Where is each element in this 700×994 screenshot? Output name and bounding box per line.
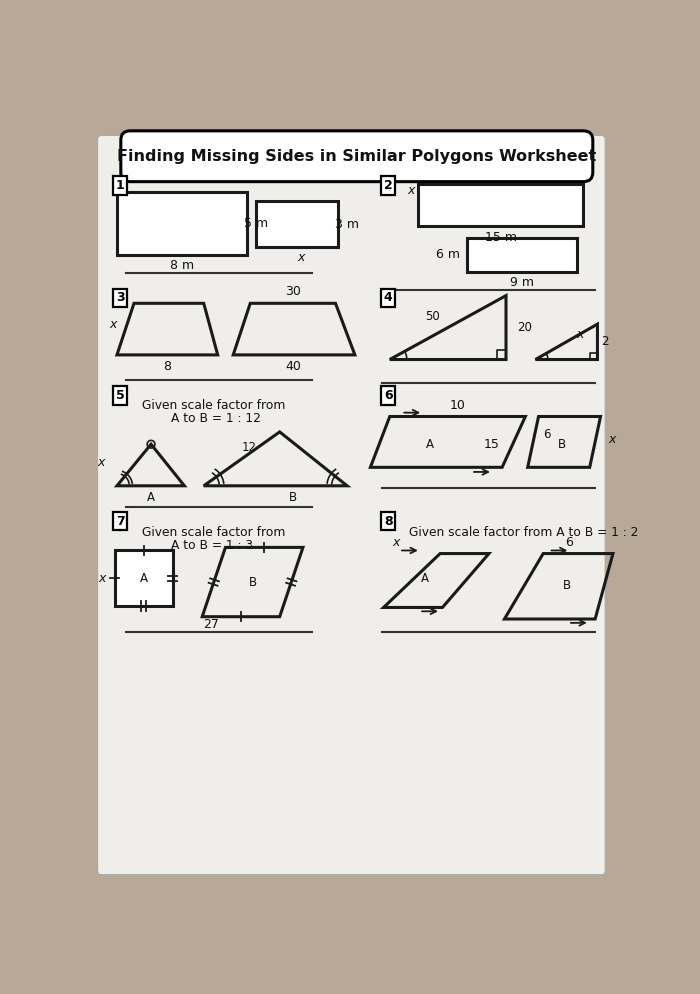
Text: 1: 1 bbox=[116, 179, 125, 192]
FancyBboxPatch shape bbox=[121, 131, 593, 182]
Text: 15: 15 bbox=[484, 437, 500, 450]
Text: 7: 7 bbox=[116, 515, 125, 528]
Bar bbox=[256, 201, 338, 248]
Text: 20: 20 bbox=[517, 321, 533, 334]
FancyBboxPatch shape bbox=[97, 135, 606, 875]
Text: x: x bbox=[407, 184, 414, 197]
Text: 6: 6 bbox=[566, 536, 573, 549]
Text: x: x bbox=[298, 251, 304, 264]
Text: 3: 3 bbox=[116, 291, 125, 304]
Text: 6: 6 bbox=[543, 427, 551, 440]
Text: Given scale factor from: Given scale factor from bbox=[141, 526, 285, 539]
Text: A: A bbox=[147, 491, 155, 504]
Text: 12: 12 bbox=[241, 440, 256, 454]
Bar bbox=[419, 184, 582, 227]
Text: 40: 40 bbox=[285, 360, 301, 373]
Text: 10: 10 bbox=[450, 400, 466, 413]
Text: A: A bbox=[140, 572, 148, 584]
Text: 8 m: 8 m bbox=[170, 259, 194, 272]
Text: 30: 30 bbox=[285, 285, 301, 298]
Text: 3 m: 3 m bbox=[335, 218, 359, 231]
Bar bbox=[115, 551, 173, 606]
Text: 6: 6 bbox=[384, 390, 393, 403]
Text: A to B = 1 : 12: A to B = 1 : 12 bbox=[172, 413, 261, 425]
Text: 4: 4 bbox=[384, 291, 393, 304]
Text: 2: 2 bbox=[384, 179, 393, 192]
Text: 8: 8 bbox=[163, 360, 172, 373]
Text: B: B bbox=[558, 437, 566, 450]
Text: x: x bbox=[392, 536, 400, 549]
Bar bbox=[468, 238, 578, 271]
Text: x: x bbox=[97, 456, 104, 469]
Text: 6 m: 6 m bbox=[435, 248, 459, 261]
Text: Given scale factor from A to B = 1 : 2: Given scale factor from A to B = 1 : 2 bbox=[409, 526, 638, 539]
Text: 9 m: 9 m bbox=[510, 276, 534, 289]
Text: x: x bbox=[576, 328, 583, 341]
Text: x: x bbox=[110, 318, 117, 331]
Text: 50: 50 bbox=[425, 310, 440, 323]
Text: Given scale factor from: Given scale factor from bbox=[141, 400, 285, 413]
Text: 5: 5 bbox=[116, 390, 125, 403]
Text: 5 m: 5 m bbox=[244, 217, 269, 230]
Text: x: x bbox=[98, 572, 105, 584]
Bar bbox=[117, 192, 247, 254]
Text: A to B = 1 : 3: A to B = 1 : 3 bbox=[172, 540, 253, 553]
Text: A: A bbox=[421, 573, 428, 585]
Text: 15 m: 15 m bbox=[484, 231, 517, 244]
Text: B: B bbox=[562, 580, 570, 592]
Text: B: B bbox=[289, 491, 297, 504]
Text: Finding Missing Sides in Similar Polygons Worksheet: Finding Missing Sides in Similar Polygon… bbox=[117, 149, 596, 164]
Text: x: x bbox=[608, 433, 616, 446]
Text: A: A bbox=[426, 437, 434, 450]
Text: 8: 8 bbox=[384, 515, 393, 528]
Text: 27: 27 bbox=[204, 618, 219, 631]
Text: B: B bbox=[248, 577, 257, 589]
Text: 2: 2 bbox=[601, 335, 609, 348]
